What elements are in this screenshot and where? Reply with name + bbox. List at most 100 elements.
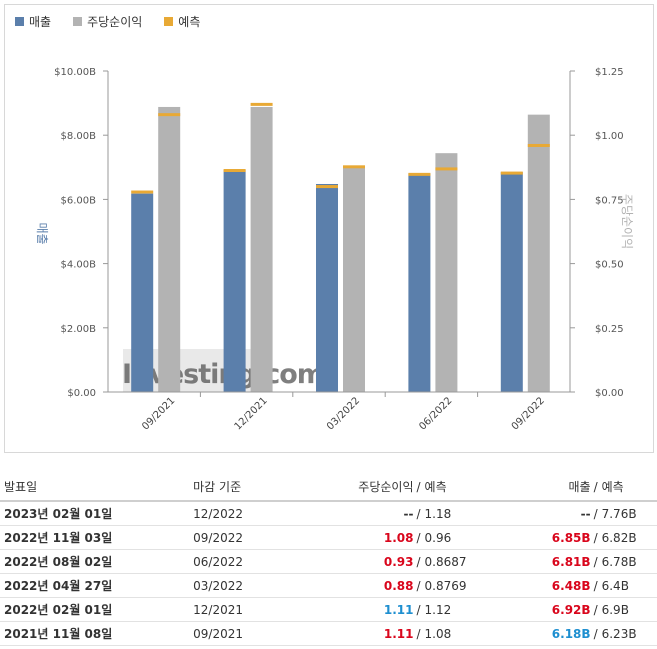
legend-item[interactable]: 매출 <box>15 13 51 30</box>
date-cell: 2022년 11월 03일 <box>0 525 190 550</box>
eps-cell-value: 1.11 <box>383 626 414 641</box>
eps-cell: 1.11/ <box>293 621 425 646</box>
date-cell-value: 2023년 02월 01일 <box>4 507 113 521</box>
revenue-cell-value: 6.92B <box>551 602 591 617</box>
legend-item[interactable]: 주당순이익 <box>73 13 142 30</box>
eps-slash: / <box>416 626 421 641</box>
revenue-bar <box>316 183 338 392</box>
eps-forecast-mark <box>158 113 181 117</box>
y-tick-label: $4.00B <box>61 260 97 271</box>
period-cell-value: 12/2021 <box>193 602 243 617</box>
x-tick-label: 03/2022 <box>325 395 362 432</box>
revenue-forecast-mark <box>131 190 154 194</box>
period-cell: 09/2021 <box>189 621 294 646</box>
eps-cell-value: -- <box>403 506 414 521</box>
eps-cell: 1.11/ <box>293 597 425 622</box>
eps-forecast-mark <box>250 102 273 106</box>
eps-forecast-cell: 0.8687 <box>424 549 485 574</box>
eps-cell-value: 1.11 <box>383 602 414 617</box>
eps-forecast-mark <box>343 165 365 169</box>
revenue-forecast-cell: 6.4B <box>601 573 657 598</box>
revenue-bar <box>223 169 246 392</box>
period-cell: 06/2022 <box>189 549 294 574</box>
date-cell: 2023년 02월 01일 <box>0 501 190 526</box>
legend-swatch <box>15 17 24 26</box>
eps-slash: / <box>416 578 421 593</box>
revenue-bar <box>131 193 154 392</box>
eps-slash: / <box>416 554 421 569</box>
eps-bar <box>250 106 273 393</box>
period-cell-value: 12/2022 <box>193 506 243 521</box>
table-row: 2023년 02월 01일 12/2022 --/1.18 --/7.76B <box>0 501 657 526</box>
y-tick-label: $8.00B <box>61 131 97 142</box>
date-cell-value: 2021년 11월 08일 <box>4 627 113 641</box>
date-cell-value: 2022년 02월 01일 <box>4 603 113 617</box>
table-header-row: 발표일 마감 기준 주당순이익 / 예측 매출 / 예측 <box>0 472 657 502</box>
revenue-forecast-mark <box>316 185 338 189</box>
revenue-forecast-cell-value: 6.9B <box>601 602 629 617</box>
eps-bar <box>527 114 550 392</box>
eps-bar <box>343 166 365 392</box>
eps-forecast-cell-value: 0.8687 <box>424 554 467 569</box>
period-cell: 09/2022 <box>189 525 294 550</box>
y2-tick-label: $1.25 <box>595 67 624 78</box>
revenue-forecast-mark <box>408 172 431 176</box>
x-tick-label: 09/2021 <box>140 395 177 432</box>
header-revenue-forecast[interactable]: 예측 <box>601 472 657 502</box>
revenue-forecast-cell-value: 6.23B <box>601 626 637 641</box>
revenue-slash: / <box>593 578 598 593</box>
date-cell: 2021년 11월 08일 <box>0 621 190 646</box>
header-eps-label: 주당순이익 <box>358 479 414 494</box>
period-cell-value: 06/2022 <box>193 554 243 569</box>
revenue-cell-value: 6.18B <box>551 626 591 641</box>
eps-forecast-cell: 1.08 <box>424 621 485 646</box>
period-cell-value: 03/2022 <box>193 578 243 593</box>
eps-forecast-cell-value: 1.08 <box>424 626 452 641</box>
earnings-table: 발표일 마감 기준 주당순이익 / 예측 매출 / 예측 2023년 02월 01일… <box>0 472 657 646</box>
revenue-cell: 6.92B / <box>484 597 602 622</box>
eps-cell: 1.08/ <box>293 525 425 550</box>
header-revenue-label: 매출 <box>568 479 591 494</box>
y2-axis-title: 주당순이익 <box>620 194 634 249</box>
header-period[interactable]: 마감 기준 <box>189 472 294 502</box>
date-cell-value: 2022년 08월 02일 <box>4 555 113 569</box>
date-cell-value: 2022년 04월 27일 <box>4 579 113 593</box>
legend-swatch <box>164 17 174 26</box>
header-eps-forecast[interactable]: 예측 <box>424 472 485 502</box>
revenue-forecast-cell-value: 7.76B <box>601 506 637 521</box>
eps-forecast-cell-value: 0.96 <box>424 530 452 545</box>
table-row: 2021년 11월 08일 09/2021 1.11/1.08 6.18B/6.23B <box>0 621 657 646</box>
y2-tick-label: $0.25 <box>595 324 624 335</box>
header-revenue[interactable]: 매출 / <box>484 472 602 502</box>
y-tick-label: $0.00 <box>67 388 96 399</box>
eps-forecast-cell-value: 1.18 <box>424 506 452 521</box>
period-cell: 12/2022 <box>189 501 294 526</box>
revenue-slash: / <box>593 602 598 617</box>
legend-item[interactable]: 예측 <box>164 13 200 30</box>
revenue-slash: / <box>593 626 598 641</box>
header-revenue-slash: / <box>593 479 598 494</box>
header-date[interactable]: 발표일 <box>0 472 190 502</box>
y2-tick-label: $0.75 <box>595 195 624 206</box>
legend-label: 예측 <box>178 15 201 29</box>
revenue-cell: -- / <box>484 501 602 526</box>
y-tick-label: $10.00B <box>54 67 96 78</box>
revenue-forecast-cell: 6.78B <box>601 549 657 574</box>
eps-forecast-cell: 0.8769 <box>424 573 485 598</box>
date-cell: 2022년 08월 02일 <box>0 549 190 574</box>
revenue-slash: / <box>593 554 598 569</box>
date-cell-value: 2022년 11월 03일 <box>4 531 113 545</box>
eps-forecast-mark <box>435 167 458 171</box>
header-eps-slash: / <box>416 479 421 494</box>
y2-tick-label: $0.50 <box>595 260 624 271</box>
header-eps[interactable]: 주당순이익 / <box>293 472 425 502</box>
revenue-forecast-cell: 6.82B <box>601 525 657 550</box>
table-row: 2022년 11월 03일 09/2022 1.08/0.96 6.85B/6.82B <box>0 525 657 550</box>
eps-cell-value: 1.08 <box>383 530 414 545</box>
revenue-forecast-mark <box>223 169 246 173</box>
period-cell: 03/2022 <box>189 573 294 598</box>
chart-plot: $0.00 $2.00B $4.00B $6.00B $8.00B $10.00B $0.0… <box>35 67 634 432</box>
table-body: 2023년 02월 01일 12/2022 --/1.18 --/7.76B 2022년… <box>0 501 657 646</box>
revenue-forecast-cell-value: 6.4B <box>601 578 629 593</box>
earnings-chart: 매출 주당순이익 예측 $0.00 $2.00B $4.00B $6.00B $8.00B $… <box>4 4 654 453</box>
